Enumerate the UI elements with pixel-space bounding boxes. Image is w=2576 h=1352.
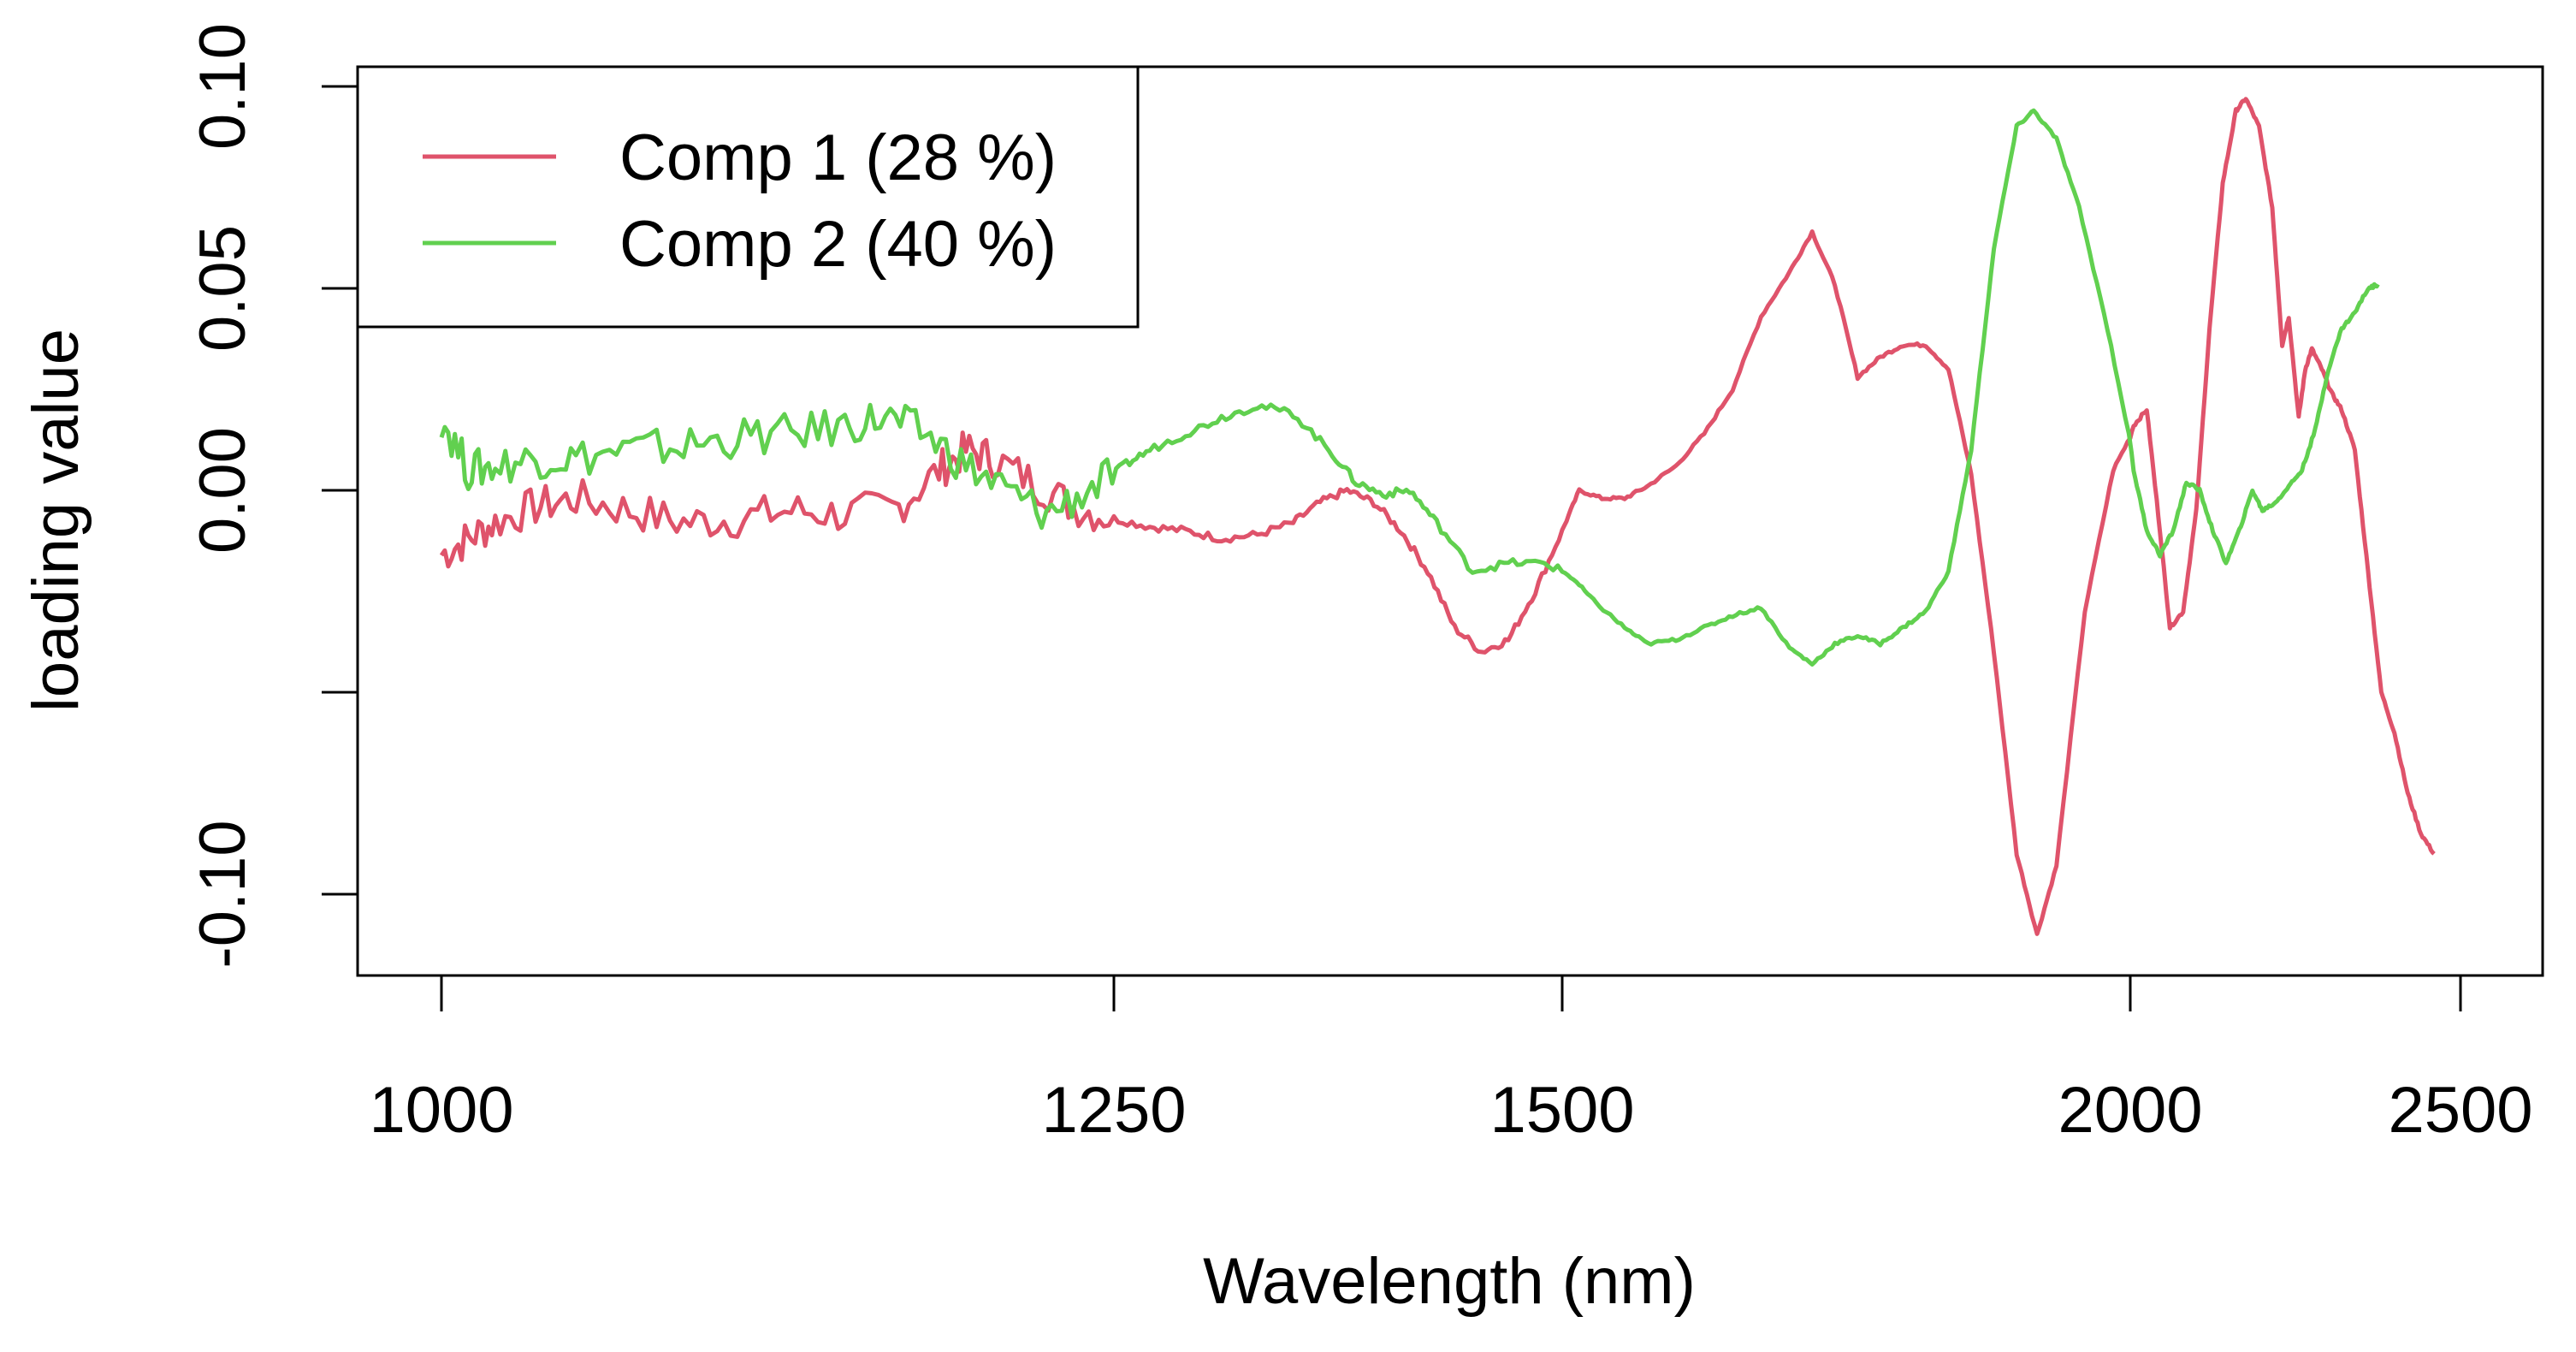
x-tick-label: 2500 (2388, 1074, 2532, 1147)
x-axis: 1000 1250 1500 2000 2500 (369, 974, 2533, 1147)
legend-label-comp1: Comp 1 (28 %) (619, 122, 1057, 194)
x-tick-label: 2000 (2058, 1074, 2202, 1147)
y-tick-label: -0.10 (187, 820, 259, 968)
y-axis: -0.10 0.00 0.05 0.10 (187, 23, 359, 969)
x-tick-label: 1500 (1489, 1074, 1634, 1147)
x-axis-title: Wavelength (nm) (1203, 1245, 1696, 1318)
y-axis-title: loading value (20, 329, 92, 712)
legend-label-comp2: Comp 2 (40 %) (619, 208, 1057, 281)
legend-box (356, 65, 1140, 329)
x-tick-label: 1250 (1041, 1074, 1186, 1147)
x-tick-label: 1000 (369, 1074, 513, 1147)
y-tick-label: 0.00 (187, 427, 259, 554)
y-tick-label: 0.05 (187, 225, 259, 352)
legend: Comp 1 (28 %) Comp 2 (40 %) (356, 65, 1140, 329)
series-line-comp1 (439, 97, 2436, 936)
series-line-comp2 (439, 108, 2380, 667)
series-layer (439, 97, 2436, 936)
y-tick-label: 0.10 (187, 23, 259, 150)
